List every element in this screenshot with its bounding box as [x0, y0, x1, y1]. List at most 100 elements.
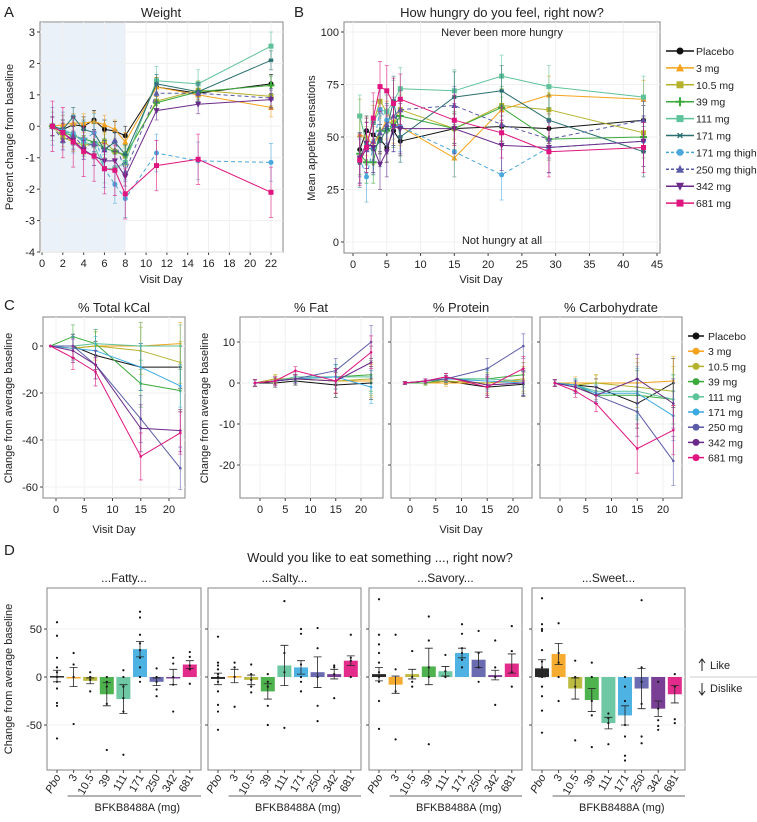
legend-marker [675, 97, 685, 107]
chart-c1-frame [42, 316, 186, 499]
chart-c-xlabel-protein: Visit Day [439, 524, 483, 536]
chart-a-marker [267, 81, 275, 89]
chart-c-xlabel-kcal: Visit Day [92, 524, 136, 536]
data-point [55, 666, 59, 669]
chart-c2-marker [369, 385, 373, 389]
chart-d2-bar-group [294, 627, 308, 693]
chart-b-ylabel: Mean appetite sensations [306, 75, 318, 201]
chart-a-marker [70, 139, 76, 145]
panel-label-a: A [4, 4, 14, 21]
error-bar [214, 672, 222, 686]
chart-c-legend-item: 171 mg [688, 407, 743, 419]
chart-c2-marker [294, 377, 297, 381]
chart-c4-marker [672, 428, 675, 432]
error-bar [654, 700, 663, 717]
panel-label-b: B [294, 4, 304, 21]
chart-c2-ytick-label: -20 [219, 460, 235, 472]
chart-d2-group-label: BFKB8488A (mg) [255, 802, 341, 814]
chart-c2-series [252, 335, 374, 394]
data-point [394, 738, 397, 741]
data-point [557, 699, 560, 703]
chart-a-ylabel: Percent change from baseline [4, 64, 16, 210]
bar [455, 653, 469, 677]
chart-b-annotation-top: Never been more hungry [441, 27, 563, 39]
chart-c4-xtick-label: 0 [557, 504, 563, 516]
error-bar [441, 666, 450, 677]
chart-d3-category-label: 10.5 [398, 773, 419, 798]
chart-d2-bar-group [277, 600, 292, 729]
chart-d4-category-label: Pbo [528, 773, 548, 796]
error-bar [313, 656, 322, 688]
data-point [460, 666, 464, 669]
chart-b-ytick-label: 50 [327, 132, 339, 144]
legend-marker [692, 362, 700, 370]
data-point [188, 682, 191, 685]
chart-a-marker [195, 156, 201, 162]
chart-a-marker [112, 167, 118, 173]
chart-b-marker [377, 129, 384, 136]
chart-a-marker [101, 166, 107, 172]
data-point [640, 742, 643, 745]
chart-c2-xtick-label: 10 [304, 504, 316, 516]
chart-d3-bar-group [388, 633, 403, 741]
legend-marker [692, 454, 700, 462]
chart-b-xtick-label: 20 [482, 259, 494, 271]
data-point [316, 647, 319, 650]
chart-b-legend-item: 171 mg [666, 131, 731, 143]
data-point [377, 661, 381, 664]
data-point [394, 633, 397, 636]
data-point [138, 680, 142, 683]
chart-d4-category-label: 342 [645, 773, 665, 795]
data-point [283, 726, 286, 729]
data-point [623, 685, 627, 688]
data-point [138, 656, 142, 659]
data-point [89, 690, 92, 693]
chart-d1-bar-group [99, 675, 114, 752]
legend-label: 3 mg [696, 63, 720, 75]
data-point [138, 633, 142, 636]
chart-c2-ytick-label: -10 [219, 419, 235, 431]
chart-c3-xtick-label: 5 [433, 504, 439, 516]
error-bar [169, 668, 178, 686]
data-point [299, 690, 303, 693]
chart-d3-category-label: 250 [466, 773, 486, 795]
data-point [540, 627, 544, 631]
data-point [55, 656, 59, 659]
data-point [216, 664, 220, 667]
data-point [640, 735, 643, 738]
data-point [55, 704, 59, 707]
chart-d4-category-label: 171 [612, 773, 632, 795]
chart-d3-category-label: 171 [449, 773, 469, 795]
chart-a-marker [81, 148, 87, 154]
data-point [411, 649, 414, 653]
chart-b-marker [377, 84, 383, 90]
chart-d1-bar-group [133, 610, 147, 683]
chart-b-marker [499, 130, 505, 136]
data-point [299, 680, 303, 683]
data-point [377, 643, 381, 646]
chart-d1-bar-group [66, 651, 81, 726]
chart-a-marker [268, 189, 274, 195]
chart-b-marker [357, 157, 363, 163]
data-point [540, 597, 544, 600]
panel-label-d: D [4, 542, 15, 559]
chart-d2-category-label: 3 [228, 773, 241, 784]
data-point [72, 651, 75, 655]
data-point [377, 651, 381, 655]
data-point [172, 710, 175, 713]
chart-d4-bar-group [618, 675, 632, 762]
chart-d1-group-label: BFKB8488A (mg) [95, 802, 181, 814]
chart-d3-category-label: Pbo [365, 773, 385, 796]
chart-a-xtick-label: 16 [202, 258, 214, 270]
legend-label: 171 mg [708, 407, 743, 419]
arrow-down-icon [698, 683, 706, 696]
data-point [673, 721, 676, 725]
data-point [188, 650, 191, 654]
error-bar [554, 643, 563, 665]
data-point [55, 687, 59, 690]
legend-label: 171 mg thigh [696, 147, 757, 159]
chart-d3-bar-group [405, 649, 420, 688]
chart-b-legend-item: 171 mg thigh [666, 147, 757, 159]
data-point [122, 669, 125, 672]
